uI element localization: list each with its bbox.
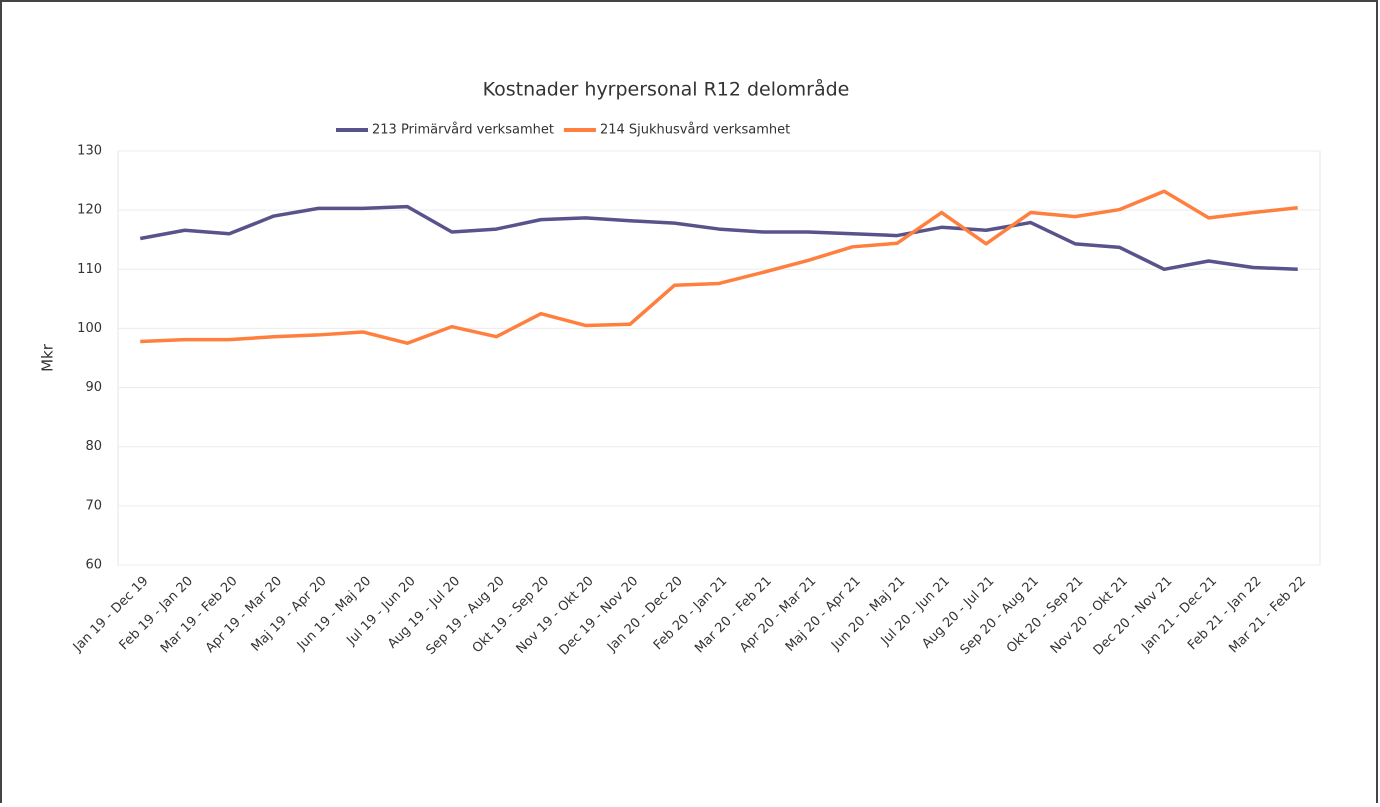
y-axis-label: Mkr <box>39 343 57 372</box>
y-tick-label: 60 <box>85 558 102 573</box>
line-series <box>139 204 1298 272</box>
y-tick-label: 70 <box>85 498 102 513</box>
chart-title: Kostnader hyrpersonal R12 delområde <box>483 78 850 101</box>
line-series <box>140 189 1298 345</box>
y-tick-label: 120 <box>77 203 102 218</box>
y-tick-label: 80 <box>85 439 102 454</box>
y-tick-label: 110 <box>77 262 102 277</box>
y-tick-label: 100 <box>77 321 102 336</box>
y-tick-label: 130 <box>77 144 102 159</box>
legend-label: 213 Primärvård verksamhet <box>372 123 554 138</box>
legend-label: 214 Sjukhusvård verksamhet <box>600 123 790 138</box>
y-tick-label: 90 <box>85 380 102 395</box>
